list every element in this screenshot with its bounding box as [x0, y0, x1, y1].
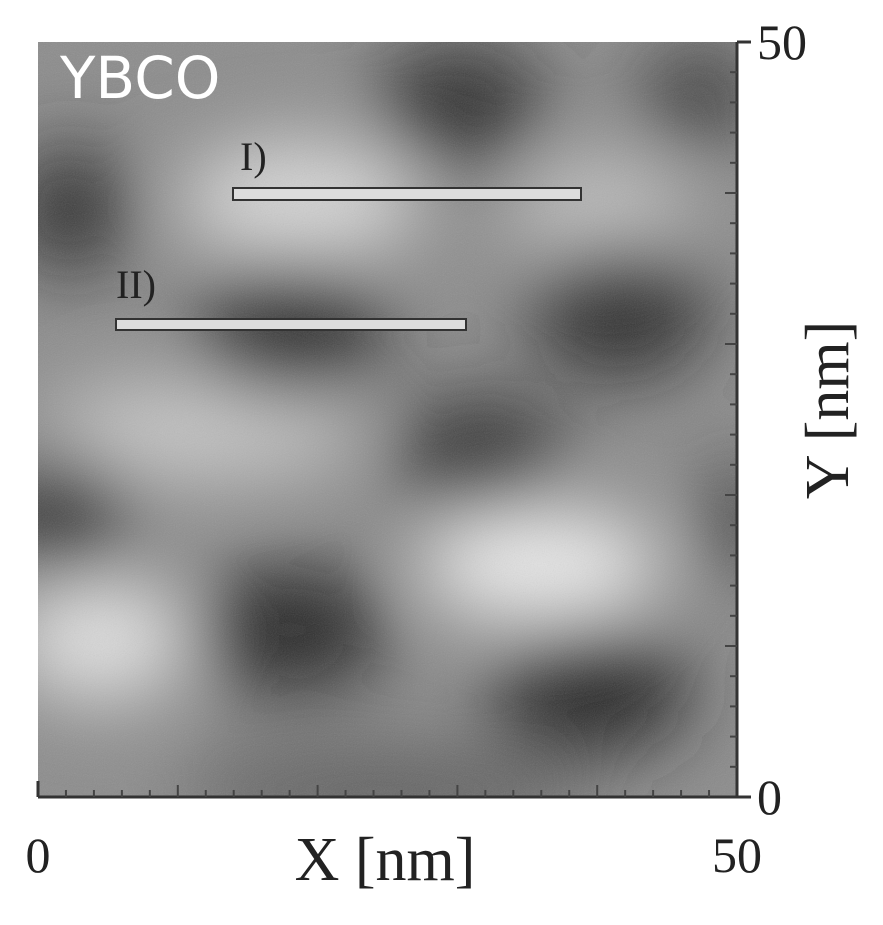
annotation: II): [116, 262, 156, 307]
x-tick-label: 0: [26, 827, 51, 883]
x-tick-label: 50: [712, 827, 762, 883]
y-axis-label: Y [nm]: [794, 321, 862, 500]
annotation: YBCO: [59, 44, 220, 112]
line-cut: [232, 187, 582, 201]
y-tick-label: 50: [757, 14, 807, 70]
x-axis-label: X [nm]: [295, 826, 476, 894]
line-cut: [115, 318, 467, 331]
annotation: I): [240, 134, 267, 179]
minor-ticks: [64, 71, 737, 797]
y-tick-label: 0: [757, 769, 782, 825]
stm-image: [38, 42, 737, 797]
